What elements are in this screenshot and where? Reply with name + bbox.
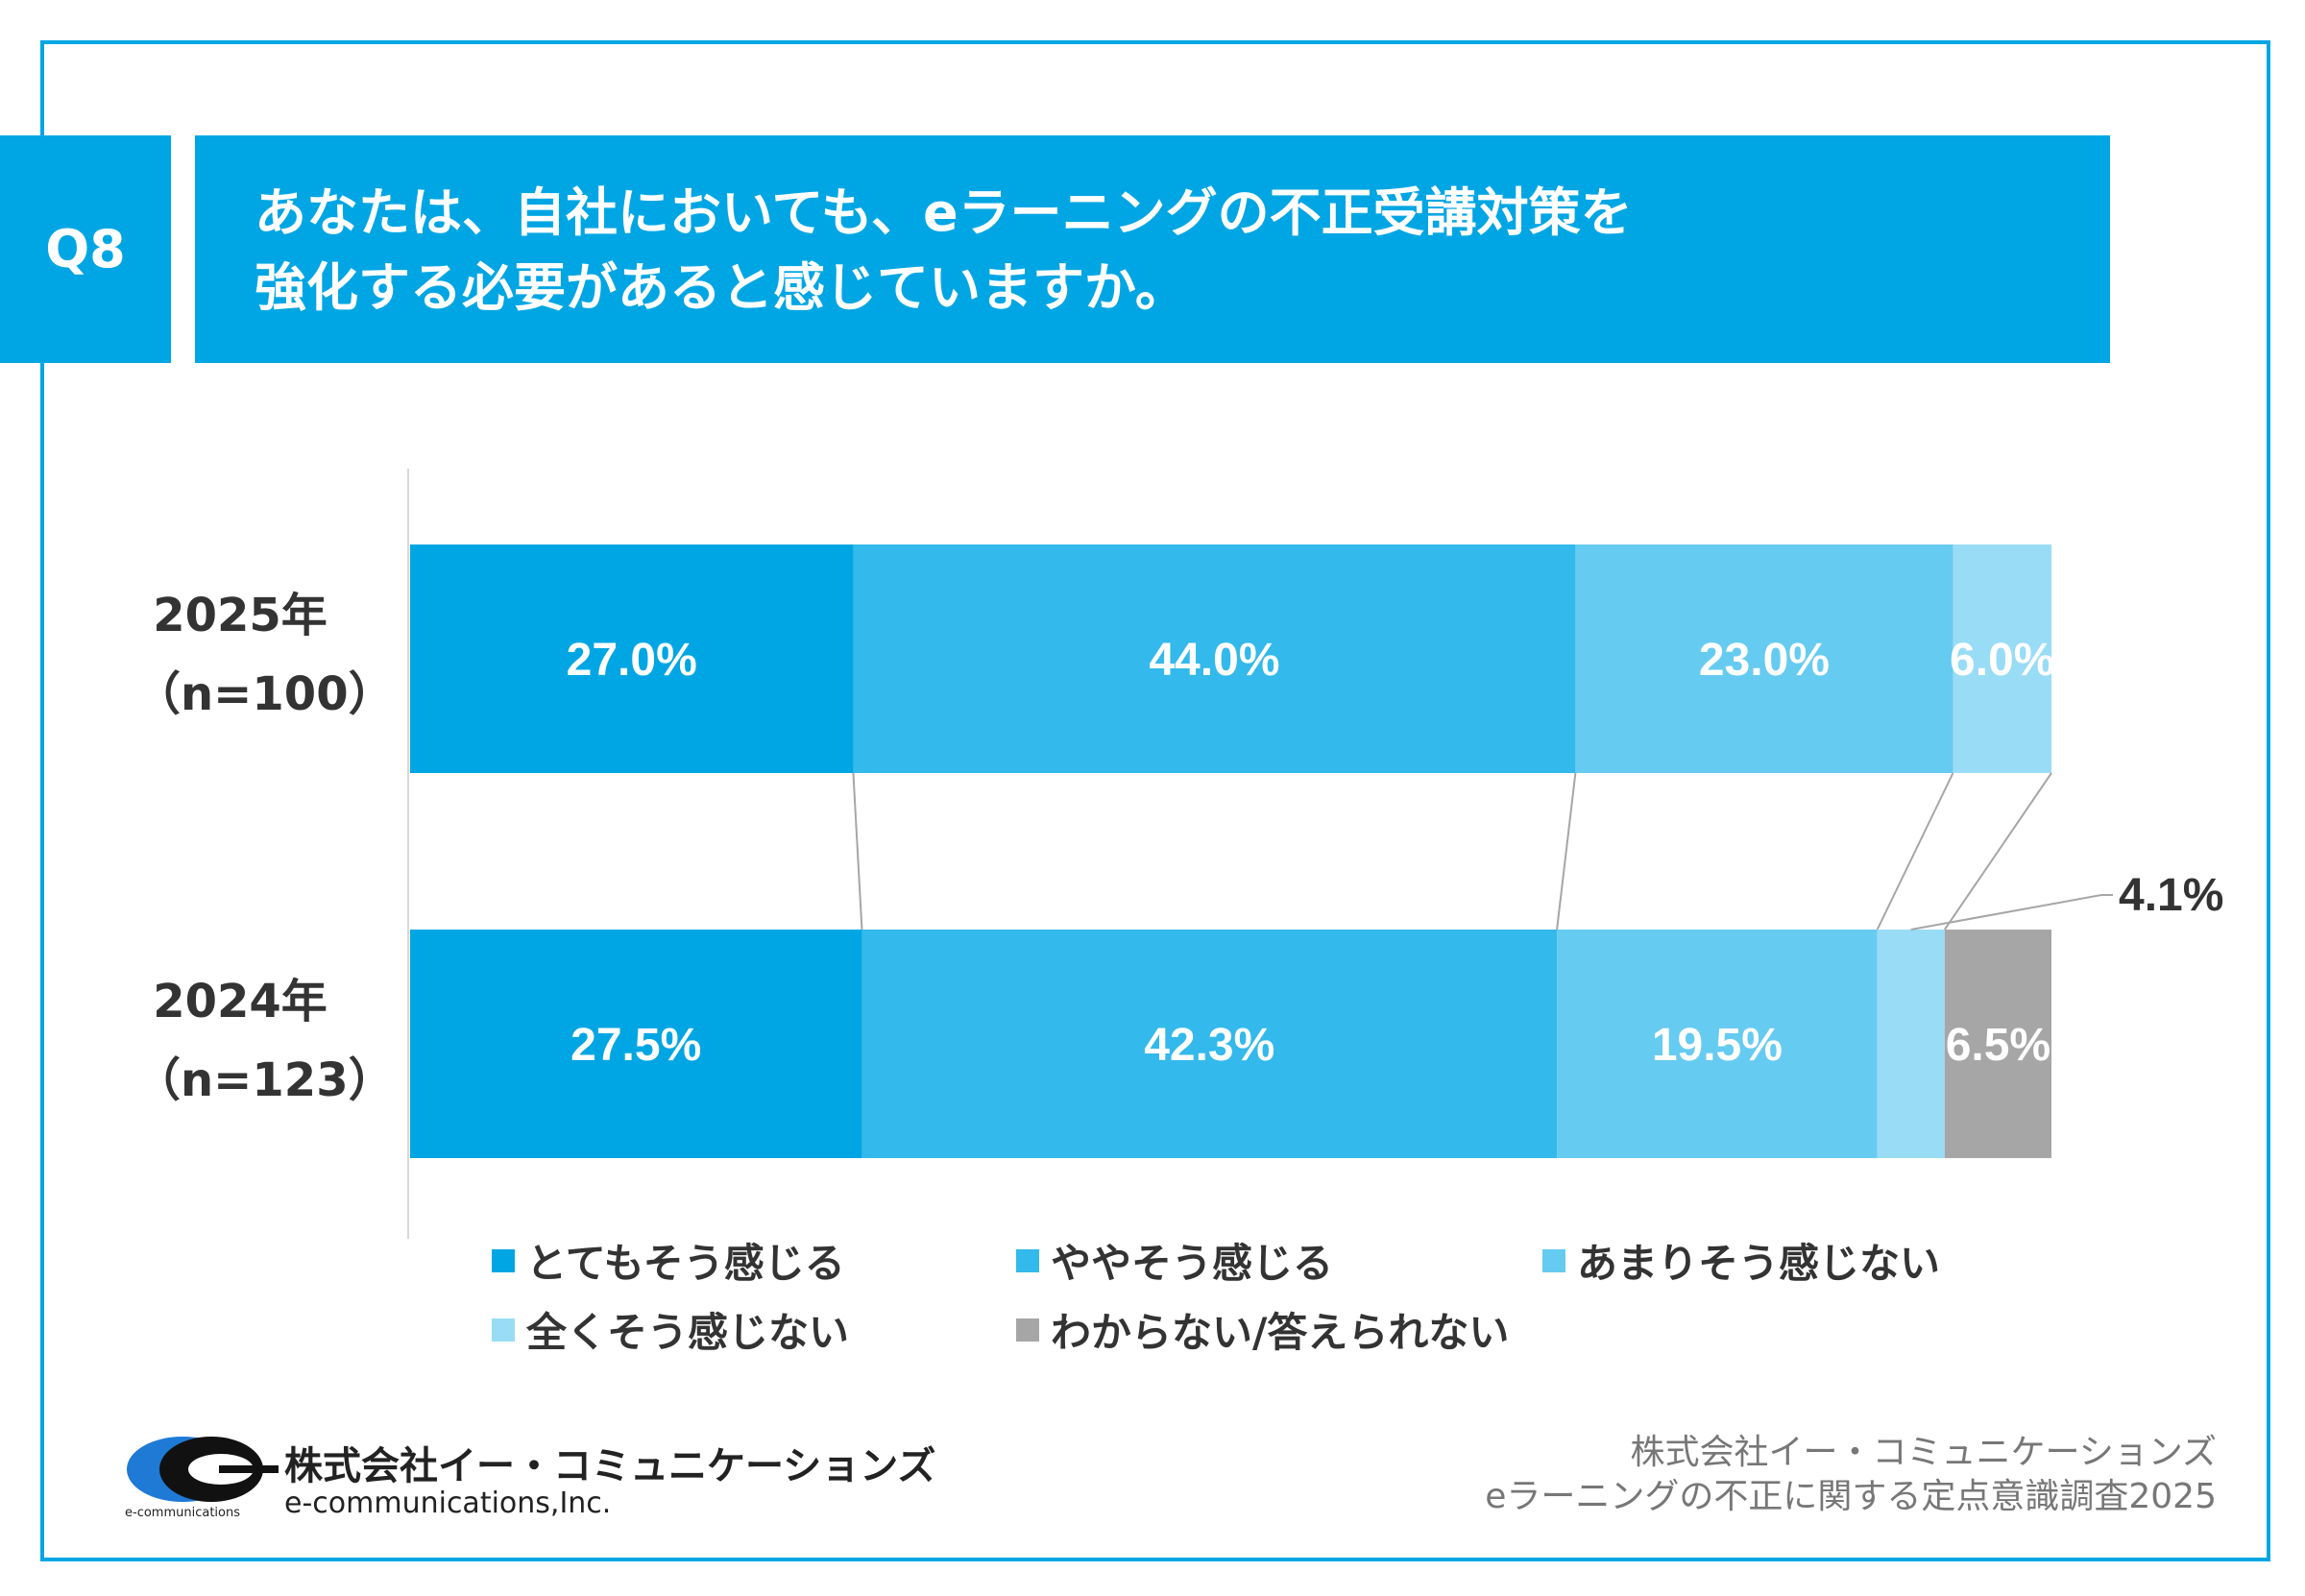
bar-segment [861,930,1558,1158]
data-label: 6.0% [1950,635,2054,686]
series-connector-line [1876,772,1954,931]
legend-label: とてもそう感じる [526,1240,845,1287]
logo-company-en: e-communications,Inc. [284,1487,612,1520]
data-label: 23.0% [1699,635,1830,686]
row-year-2025: 2025年 [153,589,328,642]
data-label: 27.5% [570,1020,701,1071]
legend-item-not-much: あまりそう感じない [1542,1231,1940,1290]
question-tag: Q8 [0,135,171,363]
data-label: 19.5% [1652,1020,1783,1071]
logo-company-jp: 株式会社イー・コミュニケーションズ [284,1444,936,1488]
source-line-2: eラーニングの不正に関する定点意識調査2025 [1485,1477,2217,1516]
logo-small-text: e-communications [125,1506,240,1520]
source-line-1: 株式会社イー・コミュニケーションズ [1630,1433,2217,1472]
question-tag-text: Q8 [45,219,126,279]
legend-label: 全くそう感じない [526,1309,850,1356]
bar-segment [1557,930,1878,1158]
bar-segment [410,930,862,1158]
legend-swatch [1016,1318,1039,1342]
data-label: 44.0% [1149,635,1279,686]
legend-item-unknown: わからない/答えられない [1016,1300,1509,1359]
callout-leader-line [1910,894,2113,931]
bar-segment [1575,544,1953,773]
data-label: 27.0% [567,635,697,686]
row-year-2024: 2024年 [153,975,328,1028]
row-label-2024: 2024年 （n=123） [134,962,395,1120]
legend-swatch [1542,1248,1565,1272]
question-title-line-2: 強化する必要があると感じていますか。 [255,257,1187,318]
source-note: 株式会社イー・コミュニケーションズ eラーニングの不正に関する定点意識調査202… [1485,1431,2217,1519]
company-logo-icon [127,1437,279,1502]
legend-swatch [492,1318,515,1342]
bar-segment [410,544,854,773]
legend-label: わからない/答えられない [1051,1309,1510,1356]
legend-swatch [1016,1248,1039,1272]
series-connector-line [1943,772,2052,931]
legend-item-not-at-all: 全くそう感じない [492,1300,849,1359]
data-label: 4.1% [2119,870,2223,921]
question-title-line-1: あなたは、自社においても、eラーニングの不正受講対策を [255,182,1633,243]
chart-frame [40,40,2270,1561]
legend-item-very: とてもそう感じる [492,1231,845,1290]
bar-segment [1944,930,2051,1158]
data-label: 6.5% [1946,1020,2050,1071]
series-connector-line [852,772,863,931]
legend-swatch [492,1248,515,1272]
series-connector-line [1556,772,1577,931]
question-title: あなたは、自社においても、eラーニングの不正受講対策を 強化する必要があると感じ… [195,135,2110,363]
bar-segment [853,544,1576,773]
bar-segment [1953,544,2051,773]
legend-label: あまりそう感じない [1577,1240,1941,1287]
legend-item-somewhat: ややそう感じる [1016,1231,1333,1290]
data-label: 42.3% [1144,1020,1274,1071]
bar-segment [1877,930,1945,1158]
legend-label: ややそう感じる [1051,1240,1334,1287]
